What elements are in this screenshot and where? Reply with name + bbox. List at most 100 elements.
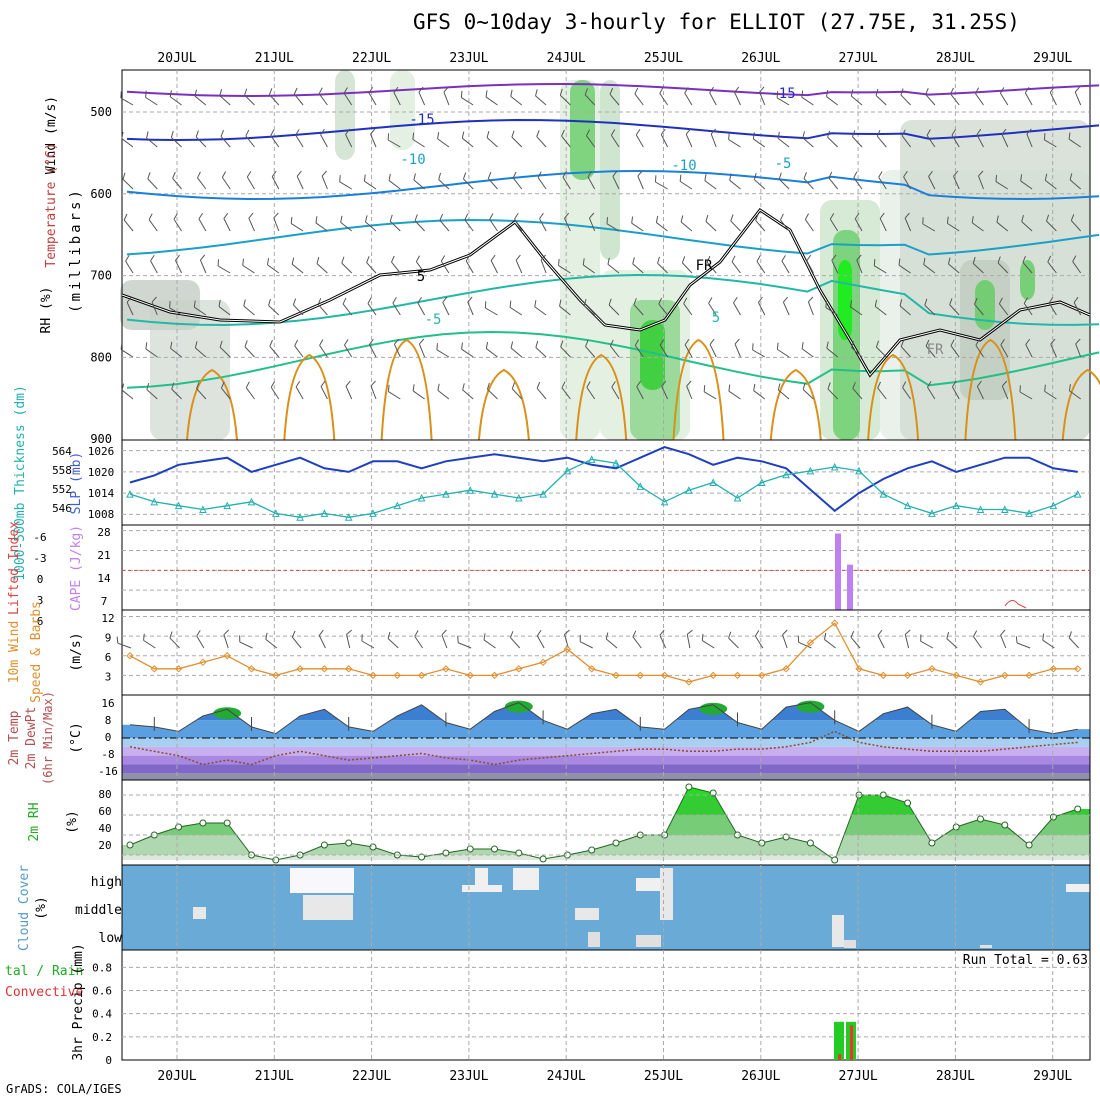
- thickness-marker: [466, 486, 475, 494]
- cloud-block: [832, 915, 844, 947]
- wind-barb-upper: [925, 339, 936, 358]
- wind-barb-upper: [146, 383, 158, 400]
- minmax-axis-label: (6hr Min/Max): [41, 691, 55, 785]
- precip-convective-bar: [838, 1054, 841, 1060]
- wind-barb-upper: [661, 380, 669, 400]
- wind-barb-upper: [829, 213, 839, 232]
- slp-tick-label: 1008: [88, 508, 115, 521]
- thickness-marker: [952, 501, 961, 510]
- wind-barb-upper: [903, 171, 912, 190]
- wind-barb-10m: [728, 631, 739, 649]
- wind-barb-upper: [949, 298, 960, 316]
- wind-barb-upper: [393, 86, 401, 106]
- wind-barb-upper: [220, 130, 231, 148]
- wind-barb-upper: [877, 381, 887, 400]
- wind-barb-upper: [680, 215, 693, 232]
- wind-barb-upper: [679, 174, 693, 190]
- wind-barb-upper: [463, 172, 474, 190]
- temp-peak-green: [213, 707, 242, 720]
- cloud-block: [844, 940, 856, 948]
- wind-barb-upper: [802, 382, 814, 400]
- wind-barb-upper: [485, 90, 498, 106]
- wind-barb-upper: [802, 131, 814, 148]
- wind-speed-marker: [709, 671, 717, 680]
- wind-barb-upper: [171, 382, 182, 400]
- thickness-tick-label: 552: [52, 483, 72, 496]
- wind-speed-marker: [587, 665, 596, 673]
- thickness-marker: [442, 489, 450, 498]
- wind-barb-upper: [706, 255, 717, 274]
- wind-barb-upper: [316, 257, 328, 274]
- wind-barb-upper: [828, 171, 839, 190]
- wind-barb-upper: [607, 257, 620, 274]
- wind-barb-upper: [728, 132, 741, 148]
- wind-barb-upper: [244, 340, 255, 358]
- wind-barb-upper: [387, 133, 401, 148]
- wind-barb-10m: [239, 635, 253, 649]
- wind-speed-marker: [272, 671, 280, 680]
- wind-speed-marker: [612, 671, 620, 680]
- wind-barb-upper: [728, 384, 741, 400]
- rh-area-mask: [122, 780, 1090, 860]
- wind-barb-upper: [510, 89, 523, 106]
- date-label-top: 29JUL: [1033, 51, 1072, 66]
- wind-barb-upper: [436, 343, 450, 358]
- wind10m-unit-label: (m/s): [69, 632, 84, 671]
- wind-barb-upper: [999, 87, 1009, 106]
- dewpt-axis-label: 2m DewPt: [24, 707, 39, 770]
- wind-barb-upper: [756, 255, 766, 274]
- wind-barb-upper: [194, 89, 207, 106]
- wind-barb-upper: [391, 255, 401, 274]
- wind-barb-10m: [265, 632, 278, 649]
- wind-barb-upper: [295, 129, 304, 148]
- wind-barb-10m: [659, 629, 667, 649]
- contour-label: -5: [425, 312, 442, 328]
- wind-barb-upper: [150, 254, 158, 274]
- isotherm-minus-15: [126, 118, 1100, 142]
- wind-speed-marker: [344, 665, 353, 673]
- temp-band: [122, 764, 1090, 774]
- wind-barb-10m: [223, 629, 230, 649]
- wind-barb-upper: [467, 296, 474, 316]
- contour-label: -10: [400, 152, 425, 168]
- cloud-bg: [122, 865, 1090, 950]
- wind-barb-upper: [120, 342, 134, 358]
- rh-marker: [685, 783, 693, 791]
- pressure-unit-label: (millibars): [68, 187, 84, 313]
- wind-barb-upper: [951, 129, 960, 148]
- wind-barb-upper: [875, 88, 887, 106]
- wind-barb-upper: [825, 300, 838, 316]
- thickness-marker: [1073, 489, 1082, 498]
- date-label-top: 25JUL: [644, 51, 683, 66]
- wind-barb-upper: [608, 298, 620, 316]
- wind-speed-marker: [660, 671, 669, 680]
- wind-barb-upper: [972, 256, 984, 274]
- contour-label: FR: [927, 342, 944, 358]
- wind-barb-upper: [510, 341, 523, 358]
- cape-axis-label: CAPE (J/kg): [69, 525, 84, 611]
- wind-barb-upper: [415, 255, 426, 274]
- wind-barb-10m: [904, 629, 911, 649]
- wind-barb-upper: [1024, 86, 1033, 106]
- wind-barb-upper: [752, 343, 766, 358]
- rh-marker: [369, 843, 377, 851]
- thickness-tick-label: 558: [52, 464, 72, 477]
- freezing-level-inner: [121, 209, 1091, 376]
- rh-axis-label: RH (%): [39, 287, 54, 334]
- wind-barb-upper: [1046, 214, 1057, 232]
- isotherm-plus-5: [186, 368, 238, 441]
- run-total-label: Run Total = 0.63: [963, 953, 1088, 968]
- rh-shade: [1020, 260, 1035, 300]
- wind-barb-upper: [586, 381, 596, 400]
- temp-area-mask: [122, 695, 1090, 734]
- wind-barb-upper: [730, 214, 741, 232]
- wind-barb-upper: [1073, 296, 1082, 316]
- wind-barb-upper: [1068, 384, 1081, 400]
- slp-tick-label: 1026: [88, 445, 115, 458]
- wind-barb-upper: [418, 338, 426, 358]
- wind-barb-upper: [147, 172, 158, 190]
- wind-barb-upper: [801, 90, 814, 106]
- wind-barb-upper: [900, 88, 911, 106]
